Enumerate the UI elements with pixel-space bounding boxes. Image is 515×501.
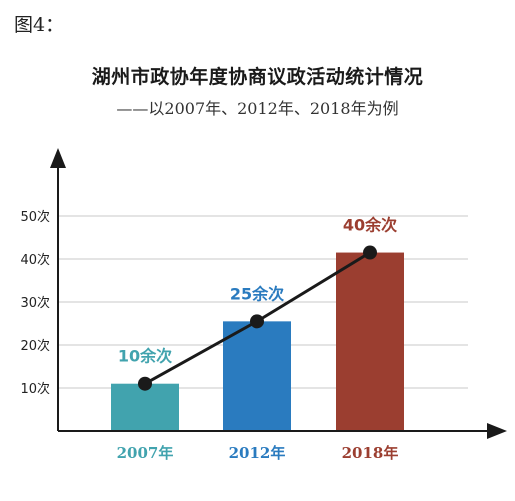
y-tick-label: 50次 [20,209,50,225]
trend-point [363,245,377,260]
trend-point [138,376,152,391]
x-category-label: 2007年 [117,444,174,462]
y-tick-label: 20次 [20,338,50,354]
x-category-label: 2012年 [229,444,286,462]
trend-point [250,314,264,329]
bar-2 [223,321,291,431]
y-tick-label: 40次 [20,252,50,268]
bar-1 [111,383,179,431]
x-category-label: 2018年 [342,444,399,462]
y-tick-label: 10次 [20,381,50,397]
data-label: 25余次 [230,284,284,303]
chart-title: 湖州市政协年度协商议政活动统计情况 [91,66,424,88]
data-label: 10余次 [118,347,172,366]
y-tick-label: 30次 [20,295,50,311]
figure-label: 图4： [14,14,65,36]
bar-3 [336,252,404,431]
chart-subtitle: ——以2007年、2012年、2018年为例 [116,99,399,118]
data-label: 40余次 [343,216,397,235]
